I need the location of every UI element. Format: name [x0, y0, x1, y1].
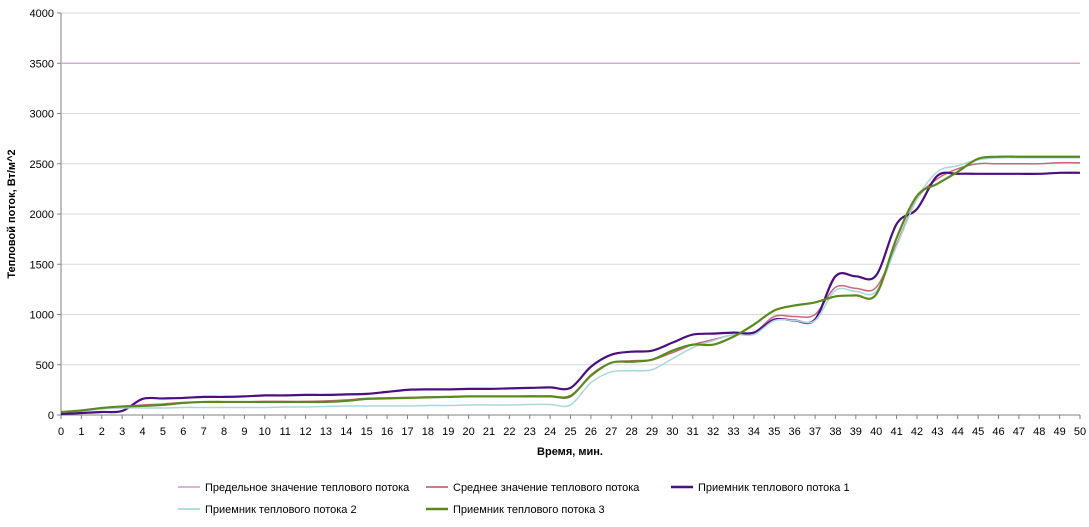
legend-label: Приемник теплового потока 1 — [698, 482, 850, 494]
legend-item-5: Приемник теплового потока 3 — [426, 504, 605, 516]
x-tick-label: 2 — [99, 426, 105, 438]
x-tick-label: 45 — [972, 426, 984, 438]
legend-item-2: Среднее значение теплового потока — [426, 482, 640, 494]
y-tick-label: 1500 — [30, 259, 54, 271]
x-tick-label: 18 — [422, 426, 434, 438]
y-tick-label: 0 — [48, 410, 54, 422]
x-tick-label: 7 — [201, 426, 207, 438]
x-tick-label: 1 — [78, 426, 84, 438]
legend-label: Приемник теплового потока 2 — [205, 504, 357, 516]
series-lines — [60, 62, 1081, 416]
x-tick-label: 26 — [585, 426, 597, 438]
x-tick-label: 28 — [626, 426, 638, 438]
y-tick-label: 4000 — [30, 8, 54, 20]
x-tick-label: 29 — [646, 426, 658, 438]
x-tick-label: 23 — [524, 426, 536, 438]
x-tick-label: 48 — [1033, 426, 1045, 438]
x-tick-label: 5 — [160, 426, 166, 438]
x-tick-label: 46 — [992, 426, 1004, 438]
series-line-5 — [60, 155, 1080, 414]
x-tick-label: 16 — [381, 426, 393, 438]
x-tick-label: 34 — [748, 426, 760, 438]
x-tick-label: 36 — [789, 426, 801, 438]
y-axis-label: Тепловой поток, Вт/м^2 — [6, 149, 18, 278]
x-tick-label: 43 — [931, 426, 943, 438]
y-tick-label: 2500 — [30, 159, 54, 171]
x-tick-label: 37 — [809, 426, 821, 438]
x-tick-label: 6 — [180, 426, 186, 438]
x-tick-label: 42 — [911, 426, 923, 438]
x-tick-label: 50 — [1074, 426, 1086, 438]
legend-label: Среднее значение теплового потока — [453, 482, 640, 494]
y-tick-labels: 0 500 1000 1500 2000 2500 3000 3500 4000 — [30, 8, 54, 422]
x-tick-label: 25 — [564, 426, 576, 438]
y-tick-label: 3000 — [30, 109, 54, 121]
x-tick-label: 19 — [442, 426, 454, 438]
x-tick-labels: 0 1 2 3 4 5 6 7 8 9 10 11 12 13 14 15 16 17 18 19 20 21 22 23 24… — [58, 426, 1086, 438]
legend-label: Предельное значение теплового потока — [205, 482, 410, 494]
x-tick-label: 40 — [870, 426, 882, 438]
x-tick-label: 31 — [687, 426, 699, 438]
y-tick-label: 2000 — [30, 209, 54, 221]
series-line-2 — [60, 161, 1081, 413]
x-tick-label: 11 — [279, 426, 290, 438]
x-tick-label: 27 — [605, 426, 617, 438]
x-tick-label: 44 — [952, 426, 964, 438]
axes — [57, 12, 1081, 419]
x-tick-label: 4 — [139, 426, 145, 438]
x-tick-label: 13 — [320, 426, 332, 438]
x-tick-label: 3 — [119, 426, 125, 438]
x-tick-label: 12 — [299, 426, 311, 438]
y-tick-label: 500 — [36, 360, 54, 372]
x-tick-label: 32 — [707, 426, 719, 438]
x-tick-label: 21 — [483, 426, 495, 438]
x-tick-label: 33 — [727, 426, 739, 438]
x-tick-label: 0 — [58, 426, 64, 438]
x-axis-label: Время, мин. — [537, 446, 603, 458]
x-tick-label: 14 — [340, 426, 352, 438]
x-tick-label: 17 — [401, 426, 413, 438]
series-line-3 — [60, 171, 1081, 416]
x-tick-label: 49 — [1053, 426, 1065, 438]
y-tick-label: 3500 — [30, 58, 54, 70]
x-tick-label: 9 — [241, 426, 247, 438]
x-tick-label: 30 — [666, 426, 678, 438]
legend-item-1: Предельное значение теплового потока — [178, 482, 410, 494]
x-tick-label: 41 — [890, 426, 902, 438]
x-tick-label: 39 — [850, 426, 862, 438]
legend-item-4: Приемник теплового потока 2 — [178, 504, 357, 516]
y-tick-label: 1000 — [30, 310, 54, 322]
legend: Предельное значение теплового потока Сред… — [178, 482, 850, 516]
x-tick-label: 8 — [221, 426, 227, 438]
x-tick-label: 22 — [503, 426, 515, 438]
series-line-4 — [60, 156, 1080, 413]
legend-item-3: Приемник теплового потока 1 — [671, 482, 850, 494]
x-tick-label: 15 — [361, 426, 373, 438]
x-tick-label: 20 — [462, 426, 474, 438]
x-tick-label: 24 — [544, 426, 556, 438]
x-tick-label: 35 — [768, 426, 780, 438]
legend-label: Приемник теплового потока 3 — [453, 504, 605, 516]
x-tick-label: 47 — [1013, 426, 1025, 438]
x-tick-label: 10 — [259, 426, 271, 438]
x-tick-label: 38 — [829, 426, 841, 438]
